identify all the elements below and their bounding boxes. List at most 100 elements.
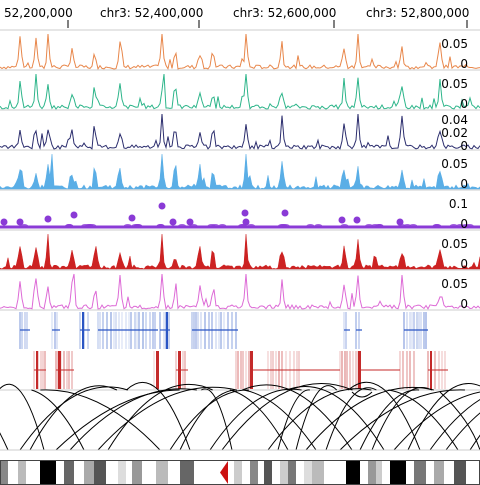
interaction-arc — [267, 388, 372, 451]
track-purple-tick-label: 0 — [460, 217, 468, 231]
track-purple-point — [456, 224, 465, 228]
ideogram-band — [74, 461, 84, 484]
track-orange-tick-label: 0 — [460, 57, 468, 71]
ideogram-band — [406, 461, 414, 484]
track-sky-signal — [0, 153, 480, 190]
track-red-signal — [0, 233, 480, 270]
ideogram-band — [94, 461, 106, 484]
ideogram-band — [26, 461, 40, 484]
track-purple-point — [403, 224, 412, 228]
ideogram-band — [64, 461, 74, 484]
track-purple-point — [169, 218, 177, 226]
ideogram-band — [296, 461, 304, 484]
ideogram-band — [312, 461, 324, 484]
ideogram-band — [234, 461, 242, 484]
ideogram-band — [8, 461, 18, 484]
track-purple-point — [238, 224, 247, 228]
track-orange-signal — [0, 33, 480, 71]
interaction-arc — [40, 389, 161, 451]
interaction-arc — [393, 391, 480, 451]
ideogram-band — [382, 461, 390, 484]
ideogram-band — [288, 461, 296, 484]
track-purple-point — [449, 224, 458, 228]
interaction-arc — [243, 389, 317, 451]
ideogram-band — [466, 461, 480, 484]
track-purple-point — [409, 224, 418, 228]
track-purple-point — [242, 218, 250, 226]
ideogram-band — [390, 461, 406, 484]
track-purple-point — [218, 224, 227, 228]
ideogram-band — [444, 461, 454, 484]
interaction-arc — [429, 399, 480, 451]
track-purple-point — [396, 218, 404, 226]
track-purple-point — [131, 224, 140, 228]
ideogram-band — [180, 461, 194, 484]
interaction-arc — [295, 385, 338, 451]
track-purple-point — [314, 224, 323, 228]
track-sky-tick-label: 0 — [460, 177, 468, 191]
track-teal-signal — [0, 73, 480, 110]
interaction-arc — [445, 412, 480, 451]
track-purple-point — [70, 211, 78, 219]
interaction-arc — [325, 387, 377, 451]
track-navy-tick-label: 0.04 — [441, 113, 468, 127]
ideogram-band — [304, 461, 312, 484]
interaction-arc — [0, 383, 45, 451]
ideogram-band — [250, 461, 258, 484]
interaction-arc — [229, 389, 289, 451]
interaction-arc — [0, 432, 9, 451]
interaction-arc — [371, 386, 433, 451]
gene-feature-blue — [166, 312, 168, 349]
interaction-arc — [388, 389, 459, 451]
track-purple-point — [281, 209, 289, 217]
ideogram-band — [426, 461, 434, 484]
track-red-tick-label: 0 — [460, 257, 468, 271]
track-purple-point — [156, 224, 165, 228]
track-purple-point — [247, 224, 256, 228]
track-purple-point — [375, 224, 384, 228]
interaction-arc — [201, 388, 233, 451]
ideogram-band — [272, 461, 280, 484]
interaction-arc — [286, 386, 385, 451]
ideogram-band — [156, 461, 168, 484]
interaction-arc — [439, 391, 480, 451]
interaction-arc — [407, 382, 480, 451]
track-purple-point — [281, 224, 290, 228]
ideogram-band — [434, 461, 444, 484]
ideogram-band — [126, 461, 132, 484]
ideogram-band — [56, 461, 64, 484]
ideogram-band — [194, 461, 210, 484]
track-pink-tick-label: 0.05 — [441, 277, 468, 291]
axis-label-4: chr3: 52,800,000 — [366, 6, 470, 20]
ideogram-band — [40, 461, 56, 484]
ideogram-band — [142, 461, 156, 484]
track-teal-tick-label: 0 — [460, 97, 468, 111]
track-purple-point — [189, 224, 198, 228]
track-purple-point — [241, 209, 249, 217]
interaction-arc — [97, 386, 237, 451]
track-purple-point — [158, 202, 166, 210]
track-pink-signal — [0, 273, 480, 311]
track-purple-point — [338, 216, 346, 224]
ideogram-band — [106, 461, 118, 484]
gene-feature-red — [430, 351, 432, 389]
track-purple-point — [128, 214, 136, 222]
track-purple-point — [465, 224, 474, 228]
interaction-arc — [19, 386, 128, 451]
track-purple-point — [88, 224, 97, 228]
track-purple-point — [20, 224, 29, 228]
ideogram-band — [264, 461, 272, 484]
gene-feature-blue — [82, 312, 84, 349]
track-teal-tick-label: 0.05 — [441, 77, 468, 91]
track-purple-point — [353, 216, 361, 224]
ideogram-band — [334, 461, 346, 484]
centromere-marker — [220, 461, 228, 484]
gene-feature-red — [58, 351, 61, 389]
gene-feature-red — [358, 351, 361, 389]
ideogram-band — [118, 461, 126, 484]
interaction-arc — [126, 381, 191, 451]
ideogram-band — [346, 461, 360, 484]
track-navy-tick-label: 0.02 — [441, 126, 468, 140]
gene-feature-red — [178, 351, 181, 389]
interaction-arc — [55, 389, 180, 451]
